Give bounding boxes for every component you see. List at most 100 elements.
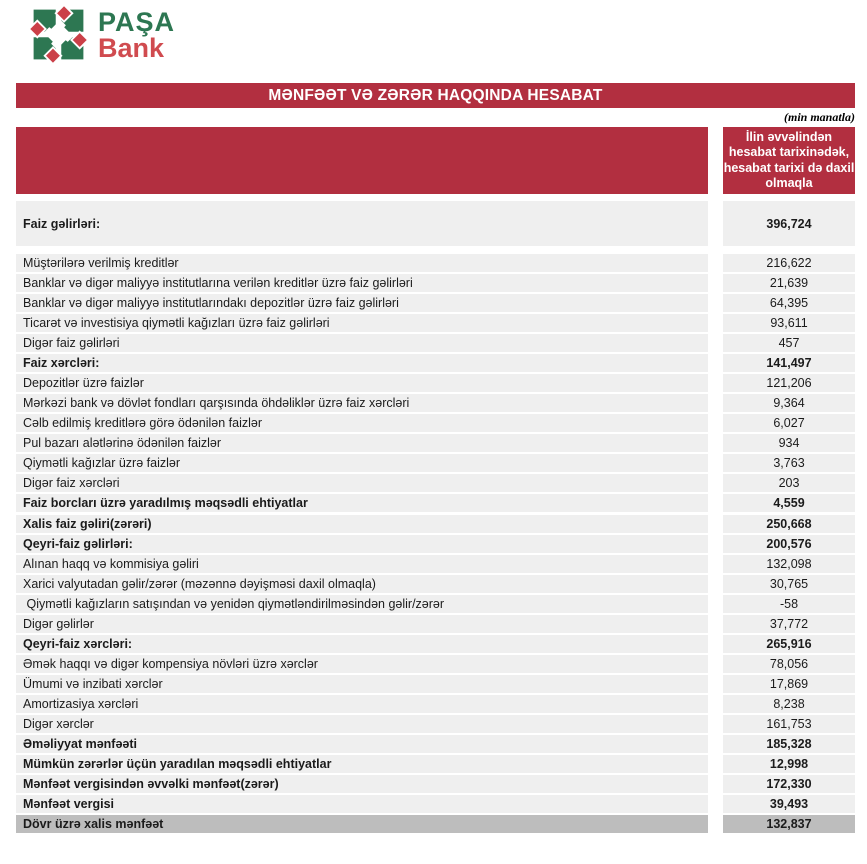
table-row: Cəlb edilmiş kreditlərə görə ödənilən fa…: [16, 414, 855, 432]
row-value: 396,724: [723, 201, 855, 246]
table-row: Mənfəət vergisi 39,493: [16, 795, 855, 813]
logo-text-bank: Bank: [98, 32, 165, 63]
row-label: Xarici valyutadan gəlir/zərər (məzənnə d…: [16, 575, 708, 593]
table-row: Digər gəlirlər 37,772: [16, 615, 855, 633]
table-row: Əmək haqqı və digər kompensiya növləri ü…: [16, 655, 855, 673]
table-row: Dövr üzrə xalis mənfəət 132,837: [16, 815, 855, 833]
row-value: 265,916: [723, 635, 855, 653]
row-value: 132,098: [723, 555, 855, 573]
row-label: Cəlb edilmiş kreditlərə görə ödənilən fa…: [16, 414, 708, 432]
table-row: Faiz borcları üzrə yaradılmış məqsədli e…: [16, 494, 855, 512]
row-label: Depozitlər üzrə faizlər: [16, 374, 708, 392]
table-row: Qeyri-faiz xərcləri: 265,916: [16, 635, 855, 653]
table-row: Xalis faiz gəliri(zərəri) 250,668: [16, 515, 855, 533]
row-label: Qiymətli kağızların satışından və yenidə…: [16, 595, 708, 613]
table-row: Qiymətli kağızlar üzrə faizlər 3,763: [16, 454, 855, 472]
row-label: Mənfəət vergisi: [16, 795, 708, 813]
header-value-cell: İlin əvvəlindən hesabat tarixinədək, hes…: [723, 127, 855, 194]
row-value: 161,753: [723, 715, 855, 733]
row-value: 37,772: [723, 615, 855, 633]
row-value: 4,559: [723, 494, 855, 512]
row-value: 203: [723, 474, 855, 492]
row-label: Qeyri-faiz gəlirləri:: [16, 535, 708, 553]
row-value: 250,668: [723, 515, 855, 533]
row-label: Mərkəzi bank və dövlət fondları qarşısın…: [16, 394, 708, 412]
table-row: Qiymətli kağızların satışından və yenidə…: [16, 595, 855, 613]
row-label: Əmək haqqı və digər kompensiya növləri ü…: [16, 655, 708, 673]
row-value: 121,206: [723, 374, 855, 392]
header-label-cell: [16, 127, 708, 194]
table-row: Qeyri-faiz gəlirləri: 200,576: [16, 535, 855, 553]
pasha-bank-logo-text: PAŞA Bank: [98, 6, 176, 63]
header-value-line: hesabat tarixinədək,: [728, 145, 850, 159]
row-value: 17,869: [723, 675, 855, 693]
logo-text-pasa: PAŞA: [98, 6, 176, 37]
row-value: 216,622: [723, 254, 855, 272]
row-value: 12,998: [723, 755, 855, 773]
row-label: Amortizasiya xərcləri: [16, 695, 708, 713]
table-row: Ticarət və investisiya qiymətli kağızlar…: [16, 314, 855, 332]
row-label: Faiz gəlirləri:: [16, 201, 708, 246]
header-value-line: İlin əvvəlindən: [745, 129, 833, 144]
row-value: 93,611: [723, 314, 855, 332]
row-value: 8,238: [723, 695, 855, 713]
table-row: Alınan haqq və kommisiya gəliri 132,098: [16, 555, 855, 573]
table-row: Faiz xərcləri: 141,497: [16, 354, 855, 372]
row-value: 185,328: [723, 735, 855, 753]
unit-note: (min manatla): [783, 110, 855, 124]
row-label: Alınan haqq və kommisiya gəliri: [16, 555, 708, 573]
table-row: Pul bazarı alətlərinə ödənilən faizlər 9…: [16, 434, 855, 452]
row-value: 457: [723, 334, 855, 352]
pasha-bank-logo: PAŞA Bank: [28, 5, 175, 64]
header-value-line: olmaqla: [765, 176, 813, 190]
row-value: 934: [723, 434, 855, 452]
row-value: 6,027: [723, 414, 855, 432]
table-row: Depozitlər üzrə faizlər 121,206: [16, 374, 855, 392]
row-label: Ticarət və investisiya qiymətli kağızlar…: [16, 314, 708, 332]
row-label: Digər faiz gəlirləri: [16, 334, 708, 352]
table-row: Mənfəət vergisindən əvvəlki mənfəət(zərə…: [16, 775, 855, 793]
row-value: 172,330: [723, 775, 855, 793]
row-label: Pul bazarı alətlərinə ödənilən faizlər: [16, 434, 708, 452]
table-row: Əməliyyat mənfəəti 185,328: [16, 735, 855, 753]
row-value: 64,395: [723, 294, 855, 312]
row-value: 9,364: [723, 394, 855, 412]
row-value: 30,765: [723, 575, 855, 593]
row-value: 78,056: [723, 655, 855, 673]
report-title-banner: MƏNFƏƏT VƏ ZƏRƏR HAQQINDA HESABAT: [16, 83, 855, 108]
row-label: Digər gəlirlər: [16, 615, 708, 633]
row-label: Banklar və digər maliyyə institutlarında…: [16, 294, 708, 312]
row-label: Müştərilərə verilmiş kreditlər: [16, 254, 708, 272]
table-row: Digər xərclər 161,753: [16, 715, 855, 733]
row-label: Faiz borcları üzrə yaradılmış məqsədli e…: [16, 494, 708, 512]
header-value-line: hesabat tarixi də daxil: [723, 160, 855, 175]
table-row: Digər faiz gəlirləri 457: [16, 334, 855, 352]
row-label: Xalis faiz gəliri(zərəri): [16, 515, 708, 533]
table-row: Faiz gəlirləri: 396,724: [16, 201, 855, 246]
row-value: 141,497: [723, 354, 855, 372]
table-row: Xarici valyutadan gəlir/zərər (məzənnə d…: [16, 575, 855, 593]
table-row: Mərkəzi bank və dövlət fondları qarşısın…: [16, 394, 855, 412]
table-header-row: İlin əvvəlindən hesabat tarixinədək, hes…: [16, 127, 855, 194]
profit-loss-table: İlin əvvəlindən hesabat tarixinədək, hes…: [16, 127, 855, 835]
row-label: Dövr üzrə xalis mənfəət: [16, 815, 708, 833]
row-label: Əməliyyat mənfəəti: [16, 735, 708, 753]
pasha-bank-pinwheel-icon: [28, 5, 89, 64]
row-value: 132,837: [723, 815, 855, 833]
table-row: Banklar və digər maliyyə institutlarına …: [16, 274, 855, 292]
table-row: Ümumi və inzibati xərclər 17,869: [16, 675, 855, 693]
row-value: 200,576: [723, 535, 855, 553]
row-label: Mənfəət vergisindən əvvəlki mənfəət(zərə…: [16, 775, 708, 793]
row-label: Faiz xərcləri:: [16, 354, 708, 372]
row-label: Digər xərclər: [16, 715, 708, 733]
row-value: 39,493: [723, 795, 855, 813]
row-label: Qeyri-faiz xərcləri:: [16, 635, 708, 653]
table-row: Mümkün zərərlər üçün yaradılan məqsədli …: [16, 755, 855, 773]
row-label: Qiymətli kağızlar üzrə faizlər: [16, 454, 708, 472]
table-row: Digər faiz xərcləri 203: [16, 474, 855, 492]
row-label: Ümumi və inzibati xərclər: [16, 675, 708, 693]
row-value: -58: [723, 595, 855, 613]
row-value: 3,763: [723, 454, 855, 472]
row-label: Banklar və digər maliyyə institutlarına …: [16, 274, 708, 292]
